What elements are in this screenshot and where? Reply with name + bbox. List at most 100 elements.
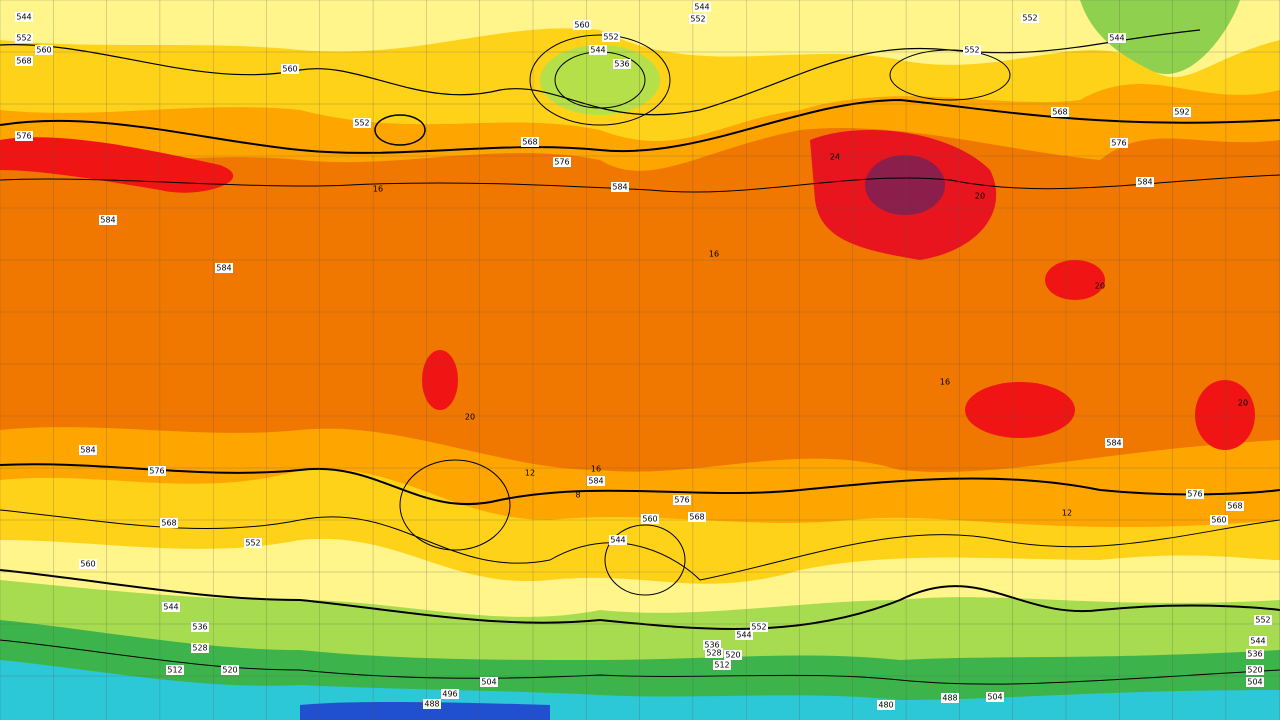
label-box	[1249, 636, 1267, 646]
label-box	[480, 677, 498, 687]
warm-area	[422, 350, 458, 410]
label-box	[1110, 138, 1128, 148]
contour-label: 496	[442, 690, 457, 699]
contour-label: 584	[80, 446, 95, 455]
contour-label: 528	[706, 649, 721, 658]
thickness-label: 16	[709, 250, 719, 259]
label-box	[1136, 177, 1154, 187]
contour-label: 552	[751, 623, 766, 632]
contour-label: 560	[1211, 516, 1226, 525]
contour-label: 544	[694, 3, 709, 12]
contour-label: 576	[1187, 490, 1202, 499]
label-box	[673, 495, 691, 505]
contour-label: 552	[354, 119, 369, 128]
thickness-label: 20	[465, 413, 475, 422]
band-north-lightyellow	[0, 0, 1280, 78]
contour-label: 568	[161, 519, 176, 528]
label-box	[35, 45, 53, 55]
contour-label: 592	[1174, 108, 1189, 117]
contour-label: 536	[192, 623, 207, 632]
hot-core	[865, 155, 945, 215]
label-box	[191, 622, 209, 632]
label-box	[1186, 489, 1204, 499]
label-box	[1173, 107, 1191, 117]
thickness-label: 12	[1062, 509, 1072, 518]
label-box	[1246, 665, 1264, 675]
contour-label: 568	[689, 513, 704, 522]
contour-label: 568	[1227, 502, 1242, 511]
label-box	[750, 622, 768, 632]
label-box	[441, 689, 459, 699]
label-box	[1246, 649, 1264, 659]
contour-label: 552	[690, 15, 705, 24]
label-box	[1210, 515, 1228, 525]
contour-label: 512	[714, 661, 729, 670]
label-box	[611, 182, 629, 192]
label-box	[553, 157, 571, 167]
label-box	[724, 650, 742, 660]
contour-label: 528	[192, 644, 207, 653]
contour-label: 576	[149, 467, 164, 476]
label-box	[1108, 33, 1126, 43]
label-box	[703, 640, 721, 650]
label-box	[15, 33, 33, 43]
contour-label: 544	[16, 13, 31, 22]
contour-label: 560	[574, 21, 589, 30]
contour-label: 504	[481, 678, 496, 687]
contour-label: 520	[725, 651, 740, 660]
low-north	[540, 45, 660, 115]
contour-label: 536	[704, 641, 719, 650]
contour-label: 576	[16, 132, 31, 141]
warm-area	[0, 137, 234, 193]
warm-area	[1045, 260, 1105, 300]
contour-label: 544	[590, 46, 605, 55]
label-box	[215, 263, 233, 273]
contour-label: 480	[878, 701, 893, 710]
contour-label: 552	[245, 539, 260, 548]
contour-label: 584	[100, 216, 115, 225]
contour-label: 488	[942, 694, 957, 703]
contour-label: 568	[1052, 108, 1067, 117]
label-box	[589, 45, 607, 55]
label-box	[613, 59, 631, 69]
contour-label: 584	[588, 477, 603, 486]
contour-label: 584	[1137, 178, 1152, 187]
contour-label: 568	[522, 138, 537, 147]
contour-label: 576	[674, 496, 689, 505]
label-box	[602, 32, 620, 42]
label-box	[521, 137, 539, 147]
thickness-label: 16	[940, 378, 950, 387]
label-box	[1226, 501, 1244, 511]
contour-label: 560	[282, 65, 297, 74]
contour-label: 512	[167, 666, 182, 675]
label-box	[160, 518, 178, 528]
band-south-blue	[300, 701, 550, 720]
label-box	[353, 118, 371, 128]
label-box	[689, 14, 707, 24]
label-box	[1105, 438, 1123, 448]
label-box	[79, 559, 97, 569]
thickness-label: 24	[830, 153, 840, 162]
contour-label: 552	[1255, 616, 1270, 625]
contour-label: 544	[610, 536, 625, 545]
label-box	[1254, 615, 1272, 625]
label-box	[15, 131, 33, 141]
contour-label: 552	[603, 33, 618, 42]
label-box	[986, 692, 1004, 702]
label-box	[281, 64, 299, 74]
contour-label: 584	[1106, 439, 1121, 448]
contour-label: 544	[1109, 34, 1124, 43]
warm-area	[1195, 380, 1255, 450]
contour-label: 584	[612, 183, 627, 192]
contour-label: 576	[1111, 139, 1126, 148]
contour-label: 536	[614, 60, 629, 69]
contour-label: 552	[964, 46, 979, 55]
label-box	[162, 602, 180, 612]
label-box	[693, 2, 711, 12]
label-box	[423, 699, 441, 709]
label-box	[941, 693, 959, 703]
label-box	[1021, 13, 1039, 23]
contour-label: 520	[222, 666, 237, 675]
